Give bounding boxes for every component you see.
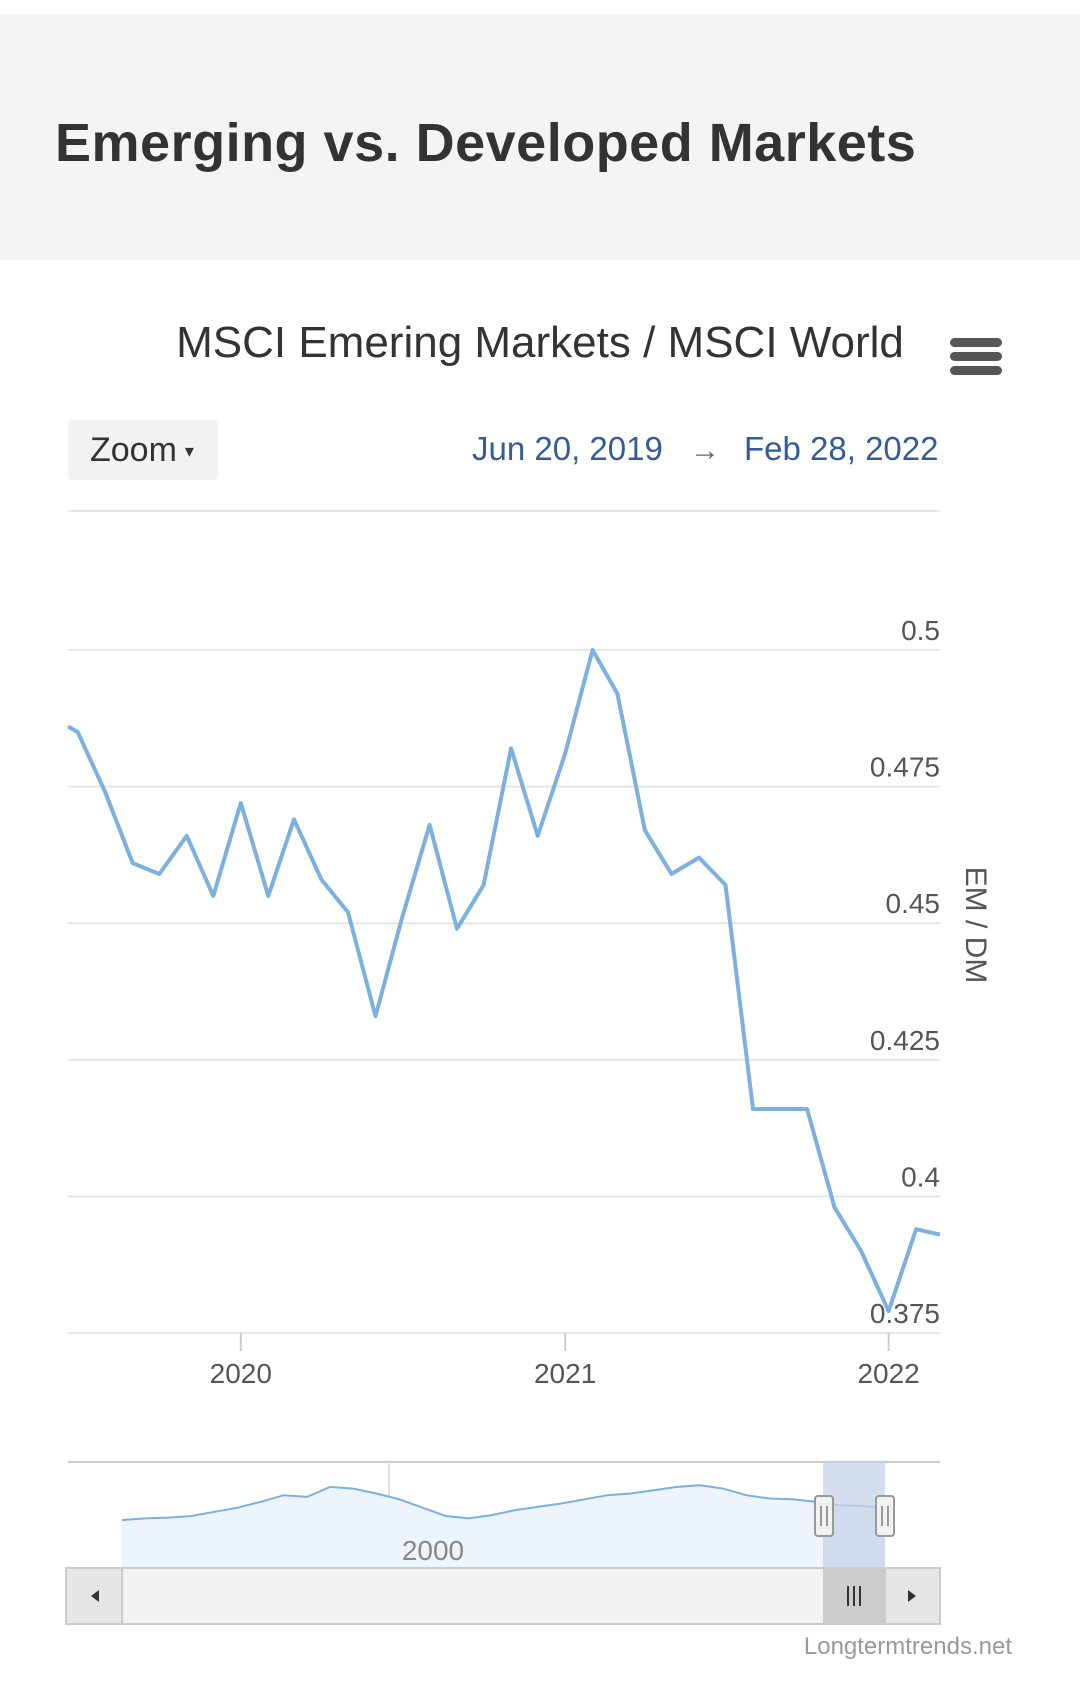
- y-tick-label: 0.475: [870, 752, 940, 783]
- scroll-thumb[interactable]: [823, 1569, 885, 1623]
- range-arrow: →: [690, 434, 720, 467]
- triangle-left-icon: [91, 1590, 99, 1602]
- caret-down-icon: ▾: [184, 441, 194, 461]
- hamburger-menu-icon[interactable]: [950, 338, 1002, 380]
- scroll-left-button[interactable]: [65, 1567, 123, 1625]
- series-points: [67, 649, 941, 1312]
- y-axis-label: EM / DM: [959, 867, 992, 984]
- triangle-right-icon: [908, 1590, 916, 1602]
- grid-lines: [68, 510, 940, 1334]
- y-axis: 0.375 0.4 0.425 0.45 0.475 0.5: [870, 615, 940, 1329]
- navigator-handle-left[interactable]: [814, 1495, 834, 1537]
- range-to-date[interactable]: Feb 28, 2022: [744, 430, 939, 467]
- x-tick-label: 2020: [210, 1358, 272, 1389]
- x-tick-label: 2022: [857, 1358, 919, 1389]
- y-tick-label: 0.375: [870, 1298, 940, 1329]
- credit-link[interactable]: Longtermtrends.net: [803, 1633, 1012, 1660]
- y-tick-label: 0.45: [886, 888, 941, 919]
- chart-title: MSCI Emering Markets / MSCI World: [176, 318, 904, 367]
- zoom-label: Zoom: [90, 431, 177, 469]
- scroll-right-button[interactable]: [884, 1567, 941, 1625]
- x-axis: 2020 2021 2022: [210, 1333, 920, 1389]
- y-tick-label: 0.425: [870, 1025, 940, 1056]
- range-from-date[interactable]: Jun 20, 2019: [472, 430, 663, 467]
- x-tick-label: 2021: [534, 1358, 596, 1389]
- navigator-line: [121, 1484, 886, 1522]
- scrollbar-track[interactable]: [65, 1567, 941, 1625]
- navigator-area: [122, 1485, 885, 1568]
- page-header: Emerging vs. Developed Markets: [0, 14, 1080, 260]
- y-tick-label: 0.4: [901, 1161, 940, 1192]
- series-line: [67, 648, 941, 1314]
- navigator-handle-right[interactable]: [875, 1495, 895, 1537]
- y-tick-label: 0.5: [901, 615, 940, 646]
- navigator-tick-label: 2000: [402, 1535, 464, 1566]
- page-title: Emerging vs. Developed Markets: [55, 113, 917, 173]
- zoom-button[interactable]: Zoom ▾: [68, 420, 218, 480]
